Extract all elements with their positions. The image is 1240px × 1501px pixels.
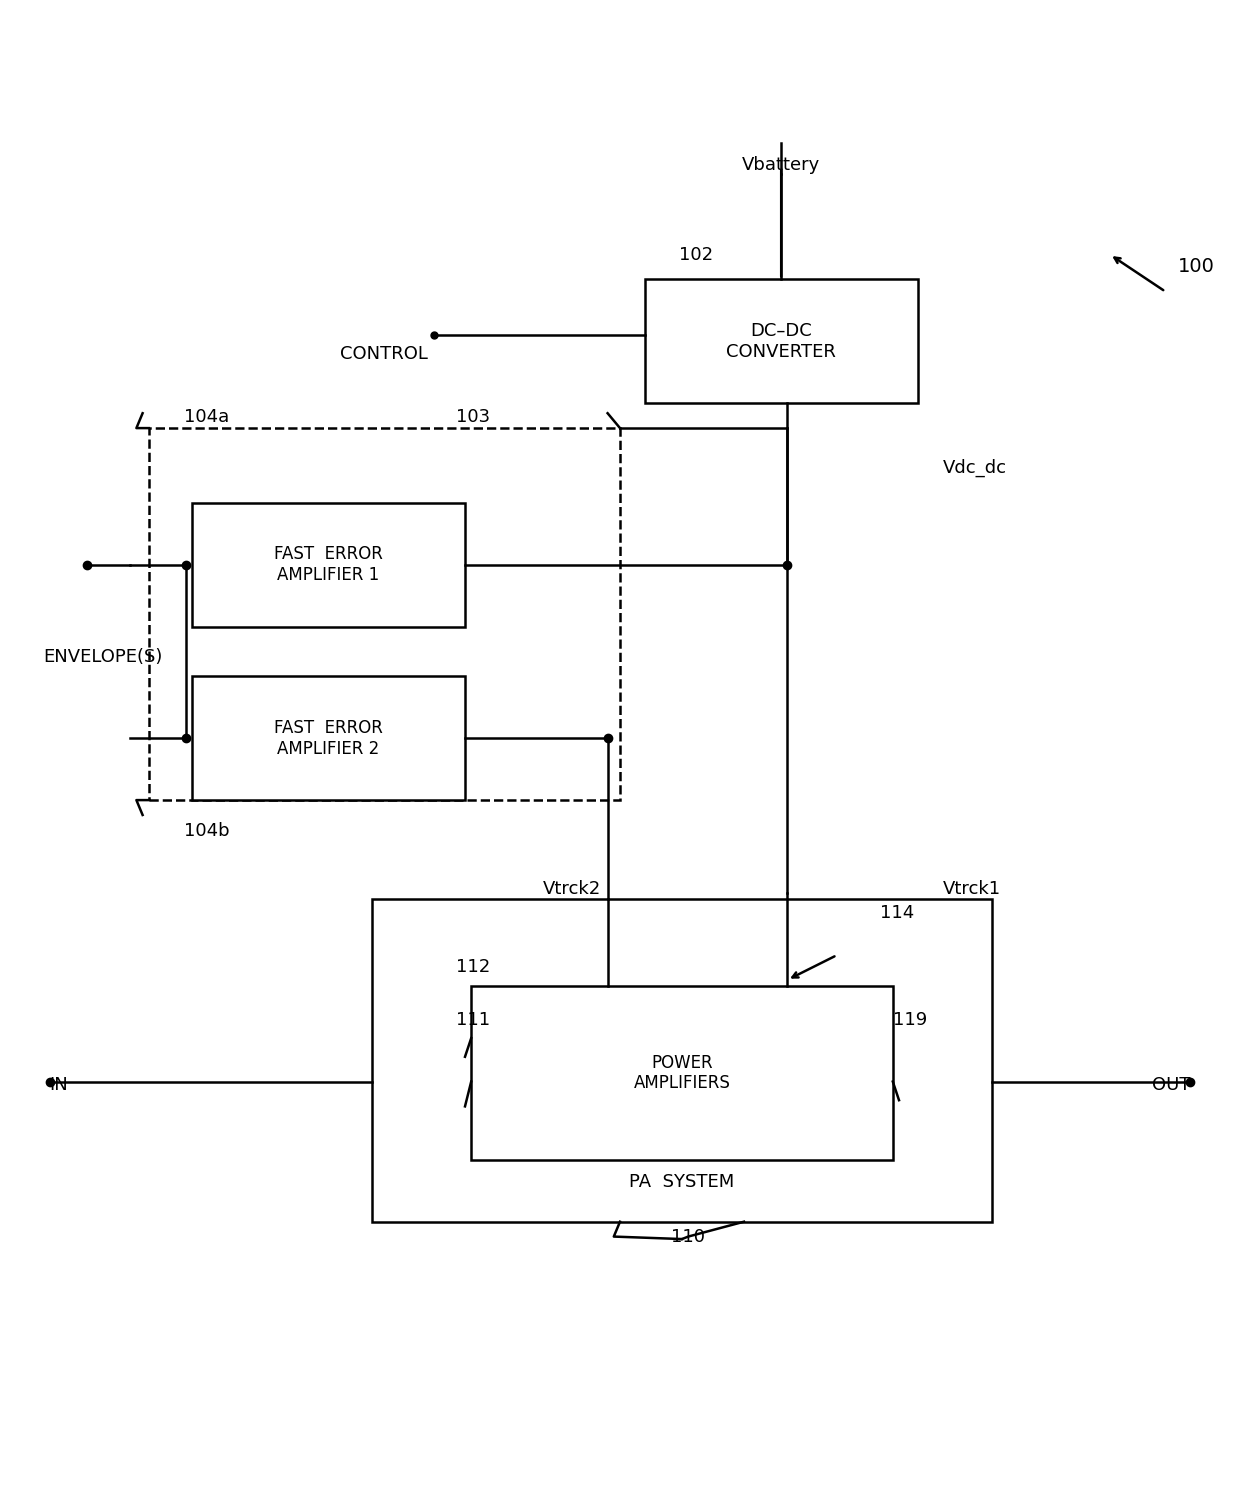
Text: 119: 119 bbox=[893, 1010, 928, 1028]
Text: Vdc_dc: Vdc_dc bbox=[942, 459, 1007, 477]
Text: POWER
AMPLIFIERS: POWER AMPLIFIERS bbox=[634, 1054, 730, 1093]
Text: FAST  ERROR
AMPLIFIER 1: FAST ERROR AMPLIFIER 1 bbox=[274, 545, 383, 584]
Text: PA  SYSTEM: PA SYSTEM bbox=[630, 1172, 734, 1190]
Text: 111: 111 bbox=[455, 1010, 490, 1028]
Text: 112: 112 bbox=[455, 959, 490, 977]
FancyBboxPatch shape bbox=[149, 428, 620, 800]
FancyBboxPatch shape bbox=[645, 279, 918, 404]
Text: DC–DC
CONVERTER: DC–DC CONVERTER bbox=[727, 321, 836, 360]
Text: Vtrck2: Vtrck2 bbox=[543, 881, 601, 899]
Text: FAST  ERROR
AMPLIFIER 2: FAST ERROR AMPLIFIER 2 bbox=[274, 719, 383, 758]
Text: OUT: OUT bbox=[1152, 1076, 1190, 1094]
FancyBboxPatch shape bbox=[192, 675, 465, 800]
Text: ENVELOPE(S): ENVELOPE(S) bbox=[43, 648, 162, 666]
Text: 110: 110 bbox=[671, 1228, 706, 1246]
Text: 103: 103 bbox=[456, 408, 491, 426]
Text: IN: IN bbox=[50, 1076, 68, 1094]
Text: 100: 100 bbox=[1178, 257, 1215, 276]
FancyBboxPatch shape bbox=[471, 986, 893, 1160]
Text: 104b: 104b bbox=[184, 823, 229, 841]
Text: 104a: 104a bbox=[184, 408, 228, 426]
Text: Vbattery: Vbattery bbox=[742, 156, 821, 174]
Text: 102: 102 bbox=[678, 246, 713, 264]
Text: CONTROL: CONTROL bbox=[340, 345, 428, 363]
Text: Vtrck1: Vtrck1 bbox=[942, 881, 1001, 899]
Text: 114: 114 bbox=[880, 904, 915, 922]
FancyBboxPatch shape bbox=[372, 899, 992, 1222]
FancyBboxPatch shape bbox=[192, 503, 465, 626]
